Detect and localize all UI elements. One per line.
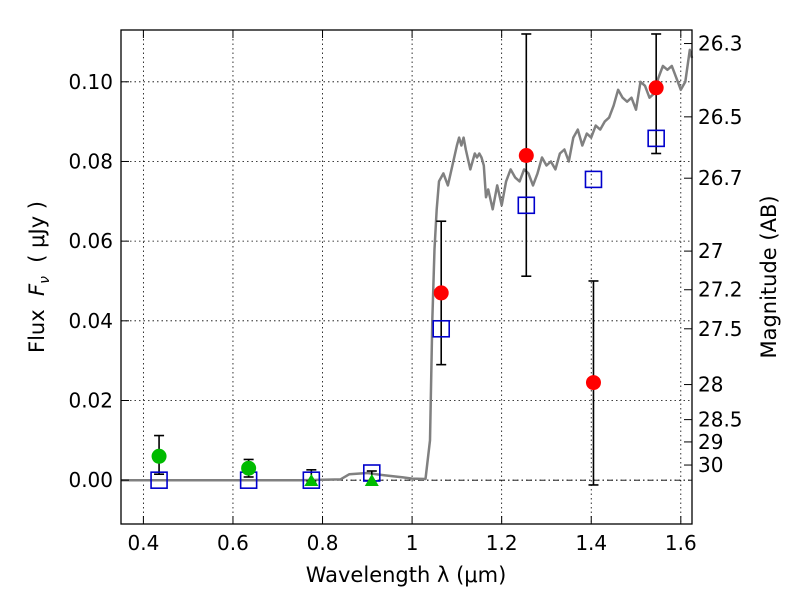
plot-area [121, 30, 692, 524]
y2-tick-label-0: 26.3 [698, 32, 743, 56]
marker-s1-p1 [518, 147, 534, 163]
y2-tick-label-1: 26.5 [698, 105, 743, 129]
marker-s3-p1 [364, 473, 379, 486]
tick-labels: 0.4 0.6 0.8 1 1.2 1.4 1.6 0.00 0.02 0.04 0.06 0.08 0… [68, 32, 742, 555]
y-tick-label-0: 0.00 [68, 468, 113, 492]
x-tick-label-6: 1.6 [665, 531, 697, 555]
x-tick-label-4: 1.2 [486, 531, 518, 555]
marker-s2-p0 [151, 448, 167, 464]
marker-s2-p1 [241, 460, 257, 476]
y-tick-label-1: 0.02 [68, 389, 113, 413]
y2-tick-label-9: 30 [698, 453, 723, 477]
x-tick-label-1: 0.6 [217, 531, 249, 555]
marker-s3-p0 [304, 473, 319, 486]
y2-tick-label-2: 26.7 [698, 166, 743, 190]
x-tick-label-0: 0.4 [127, 531, 159, 555]
marker-s1-p3 [648, 80, 664, 96]
y-axis-title-symbol: F [25, 283, 49, 296]
marker-s0-p6 [584, 170, 603, 189]
y2-axis-title: Magnitude (AB) [757, 195, 781, 358]
y-tick-label-4: 0.08 [68, 149, 113, 173]
x-tick-label-2: 0.8 [307, 531, 339, 555]
marker-s0-p7 [647, 129, 665, 148]
x-tick-label-5: 1.4 [575, 531, 607, 555]
data-marks [150, 33, 665, 489]
marker-s0-p5 [517, 196, 536, 215]
y2-tick-label-4: 27.2 [698, 278, 743, 302]
y-axis-title-prefix: Flux [25, 296, 49, 353]
marker-s0-p2 [302, 471, 321, 489]
marker-s0-p4 [432, 319, 451, 338]
y2-tick-label-7: 28.5 [698, 408, 743, 432]
y-axis-title-suffix: ( μJy ) [25, 201, 49, 276]
y2-tick-label-5: 27.5 [698, 317, 743, 341]
marker-s1-p0 [433, 285, 449, 301]
model-spectrum-line [121, 48, 694, 482]
axis-ticks [121, 30, 692, 524]
y-tick-label-3: 0.06 [68, 229, 113, 253]
x-tick-label-3: 1 [406, 531, 419, 555]
y-tick-label-2: 0.04 [68, 309, 113, 333]
y-tick-label-5: 0.10 [68, 70, 113, 94]
marker-s0-p0 [150, 471, 168, 489]
x-axis-title: Wavelength λ (μm) [306, 563, 507, 587]
y2-tick-label-6: 28 [698, 373, 723, 397]
marker-s1-p2 [585, 375, 601, 391]
y-axis-title: Flux Fν ( μJy ) [25, 201, 53, 353]
y2-tick-label-3: 27 [698, 239, 723, 263]
plot-frame [120, 29, 693, 525]
y2-tick-label-8: 29 [698, 430, 723, 454]
y-axis-title-subscript: ν [37, 276, 53, 284]
